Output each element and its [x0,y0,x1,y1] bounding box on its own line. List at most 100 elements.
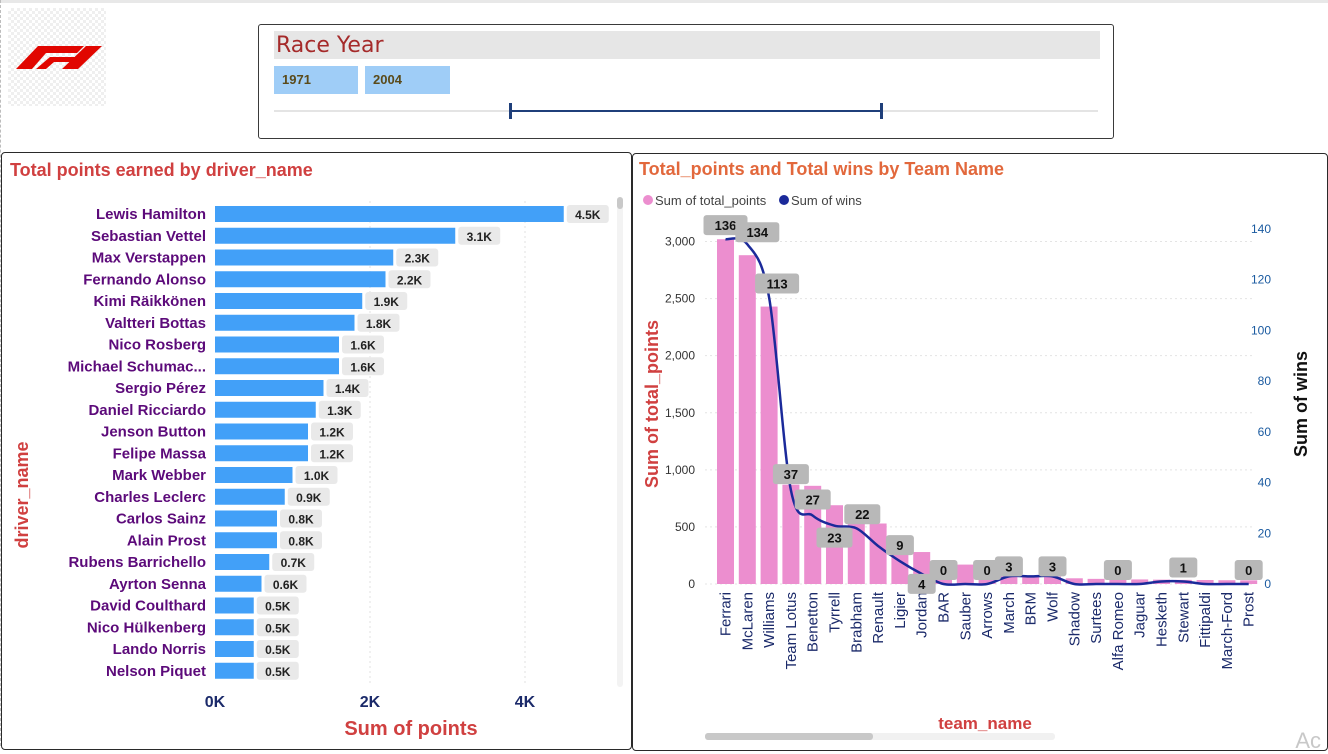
team-tick-label: BRM [1023,592,1040,625]
top-border [0,0,1328,3]
driver-points-panel: Total points earned by driver_name Lewis… [1,152,632,750]
y2-tick-label: 60 [1258,425,1272,439]
win-data-label: 0 [983,563,990,578]
win-label-bg [1103,560,1132,580]
data-label-bg [311,422,353,441]
driver-data-label: 1.8K [366,317,392,331]
vertical-scrollbar-thumb [617,197,623,209]
win-data-label: 0 [940,563,947,578]
data-label-bg [295,466,338,484]
team-tick-label: Alfa Romeo [1110,592,1127,670]
win-label-bg [907,573,936,594]
driver-data-label: 4.5K [575,208,601,222]
win-data-label: 4 [918,577,926,592]
f1-logo-icon [16,46,102,69]
win-label-bg [735,222,780,243]
driver-tick-label: Fernando Alonso [83,271,206,288]
data-label-bg [272,553,315,571]
y-tick-label: 2,000 [665,349,695,363]
driver-bar [215,249,394,266]
driver-bar [215,510,277,527]
data-label-bg [458,226,501,245]
driver-bar [215,662,254,679]
team-bar [1109,579,1127,584]
team-bar [717,239,734,584]
team-bar [782,484,800,584]
win-data-label: 37 [784,467,798,482]
data-label-bg [280,531,322,550]
x-tick-label: 2K [360,694,381,711]
driver-bar [215,597,254,614]
slider-end-handle[interactable] [880,103,883,119]
win-data-label: 27 [805,493,819,508]
team-tick-label: Tyrrell [827,592,844,633]
team-bar [760,306,778,584]
driver-data-label: 1.9K [374,295,400,309]
win-data-label: 136 [715,218,737,233]
driver-tick-label: Sergio Pérez [115,380,206,397]
team-bar [738,255,756,584]
legend-wins-label: Sum of wins [791,193,862,208]
driver-tick-label: Lando Norris [113,641,206,658]
driver-bar [215,380,324,396]
win-label-bg [816,527,853,548]
win-label-bg [794,489,831,510]
driver-bar [215,336,339,353]
win-label-bg [1234,560,1263,580]
data-label-bg [566,205,609,223]
driver-tick-label: Rubens Barrichello [68,554,206,571]
legend-points-label: Sum of total_points [655,193,767,208]
driver-data-label: 0.8K [288,534,314,548]
x-tick-label: 0K [205,694,226,711]
driver-data-label: 0.5K [265,621,291,635]
driver-data-label: 1.3K [327,404,353,418]
win-label-bg [1038,556,1067,577]
win-data-label: 134 [746,225,768,240]
driver-data-label: 0.5K [265,665,291,679]
driver-tick-label: Nico Hülkenberg [87,619,206,636]
driver-tick-label: Carlos Sainz [116,511,206,528]
driver-bar [215,641,254,657]
win-label-bg [772,464,809,485]
driver-data-label: 2.2K [397,273,423,287]
driver-bar [215,488,285,505]
race-year-slicer[interactable]: Race Year 1971 2004 [258,24,1114,139]
wins-line [725,237,1249,586]
y2-tick-label: 0 [1264,577,1271,591]
y-tick-label: 0 [688,577,695,591]
team-bar [1087,578,1105,584]
driver-tick-label: Kimi Räikkönen [93,293,206,310]
driver-bar [215,314,355,331]
slider-range [510,110,882,112]
team-bar [956,564,974,584]
driver-bar [215,423,308,440]
team-tick-label: McLaren [739,592,756,650]
y-tick-label: 1,000 [665,463,695,477]
data-label-bg [287,487,330,506]
y2-tick-label: 40 [1258,476,1272,490]
team-bar [1065,578,1083,584]
driver-data-label: 0.9K [296,491,322,505]
end-year-input[interactable]: 2004 [365,66,450,94]
team-tick-label: March-Ford [1219,592,1236,670]
team-tick-label: Sauber [957,592,974,640]
team-bar [1044,576,1061,584]
win-label-bg [973,560,1002,580]
team-bar [869,523,887,584]
driver-tick-label: Charles Leclerc [94,489,206,506]
slider-start-handle[interactable] [509,103,512,119]
y2-tick-label: 140 [1251,222,1271,236]
team-bar [1218,580,1236,584]
team-tick-label: Jaguar [1132,592,1149,638]
driver-tick-label: Nelson Piquet [106,663,206,680]
start-year-input[interactable]: 1971 [274,66,358,94]
slicer-title: Race Year [274,31,1100,59]
team-tick-label: Benetton [805,592,822,652]
data-label-bg [326,379,369,397]
team-bar [1000,573,1018,584]
driver-chart-title: Total points earned by driver_name [10,160,313,180]
team-bar [1196,580,1214,584]
driver-tick-label: Alain Prost [127,532,206,549]
y2-axis-title: Sum of wins [1291,351,1311,457]
team-bar [1022,576,1040,584]
